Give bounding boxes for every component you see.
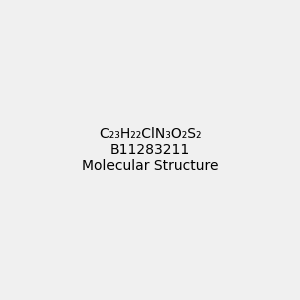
Text: C₂₃H₂₂ClN₃O₂S₂
B11283211
Molecular Structure: C₂₃H₂₂ClN₃O₂S₂ B11283211 Molecular Struc… <box>82 127 218 173</box>
